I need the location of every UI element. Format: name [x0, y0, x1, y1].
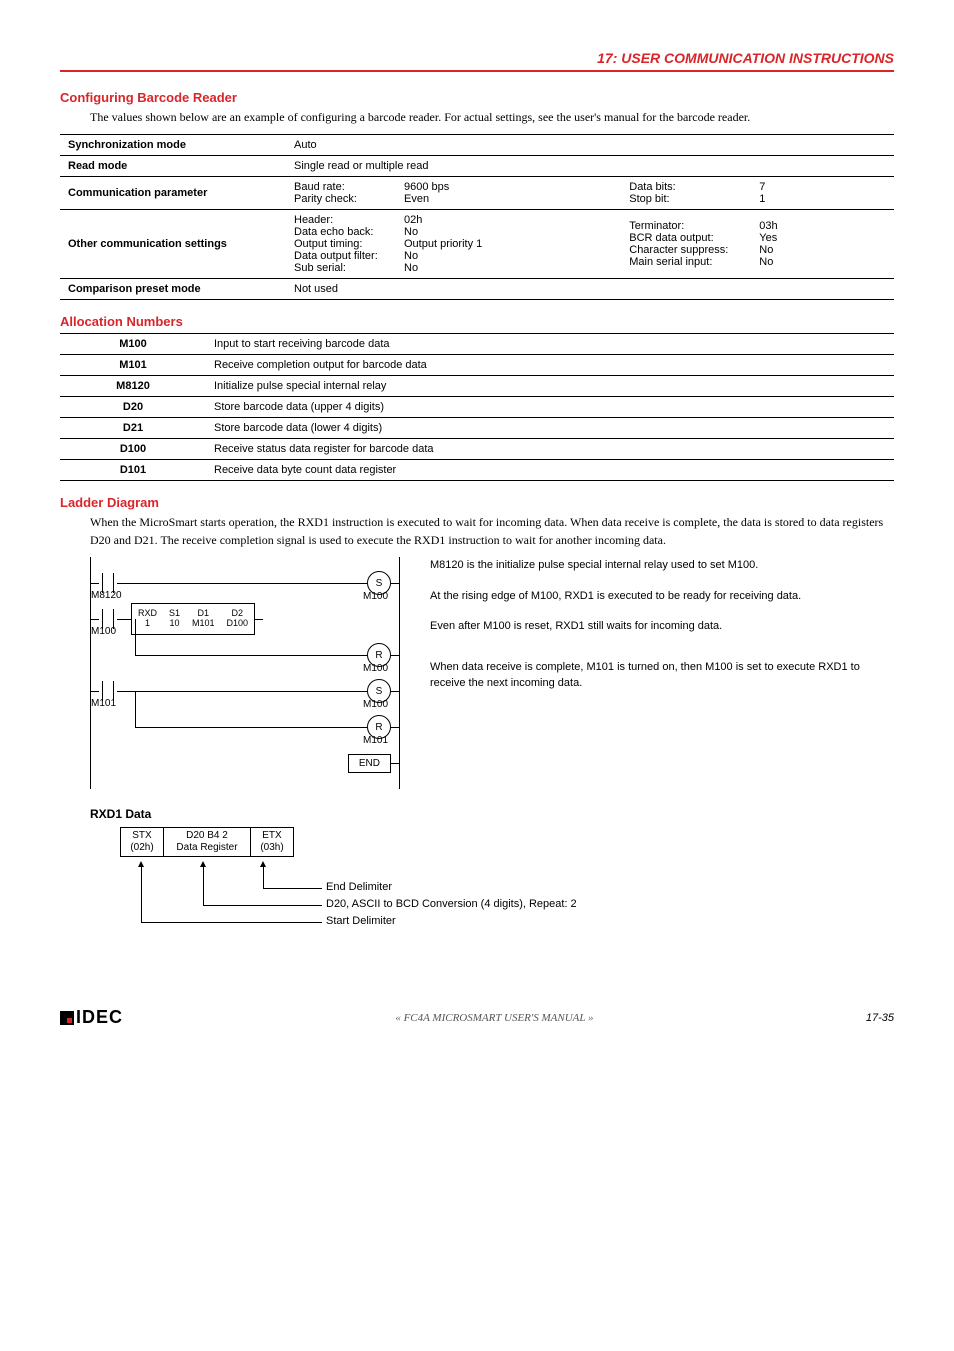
section-configuring-title: Configuring Barcode Reader [60, 90, 894, 105]
other-col2: Terminator:03h BCR data output:Yes Chara… [621, 210, 871, 279]
alloc-val: Input to start receiving barcode data [206, 334, 894, 355]
alloc-val: Receive data byte count data register [206, 460, 894, 481]
comm-label: Communication parameter [60, 177, 286, 210]
preset-label: Comparison preset mode [60, 279, 286, 300]
lead-d20: D20, ASCII to BCD Conversion (4 digits),… [326, 898, 577, 910]
rxd1-data-title: RXD1 Data [90, 807, 894, 821]
desc-p1: M8120 is the initialize pulse special in… [430, 557, 894, 574]
ladder-descriptions: M8120 is the initialize pulse special in… [430, 557, 894, 789]
lead-end: End Delimiter [326, 881, 392, 893]
preset-value: Not used [286, 279, 894, 300]
read-label: Read mode [60, 156, 286, 177]
logo-icon [60, 1011, 74, 1025]
desc-p2: At the rising edge of M100, RXD1 is exec… [430, 588, 894, 605]
section-ladder-title: Ladder Diagram [60, 495, 894, 510]
alloc-key: D101 [60, 460, 206, 481]
chapter-title: 17: USER COMMUNICATION INSTRUCTIONS [60, 50, 894, 72]
alloc-key: M8120 [60, 376, 206, 397]
alloc-val: Store barcode data (upper 4 digits) [206, 397, 894, 418]
sync-value: Auto [286, 135, 894, 156]
footer-center: « FC4A MICROSMART USER'S MANUAL » [395, 1012, 593, 1024]
alloc-val: Receive status data register for barcode… [206, 439, 894, 460]
sync-label: Synchronization mode [60, 135, 286, 156]
desc-p3: Even after M100 is reset, RXD1 still wai… [430, 618, 894, 635]
spec-table: Synchronization mode Auto Read mode Sing… [60, 134, 894, 300]
end-box: END [348, 754, 391, 773]
rxd1-data-diagram: STX(02h) D20 B4 2Data Register ETX(03h) … [120, 827, 894, 947]
alloc-table: M100Input to start receiving barcode dat… [60, 333, 894, 481]
alloc-key: M101 [60, 355, 206, 376]
idec-logo: IDEC [60, 1007, 123, 1028]
read-value: Single read or multiple read [286, 156, 894, 177]
alloc-key: M100 [60, 334, 206, 355]
rxd-box-etx: ETX(03h) [251, 827, 294, 857]
desc-p4: When data receive is complete, M101 is t… [430, 659, 894, 692]
comm-col2: Data bits:7 Stop bit:1 [621, 177, 871, 210]
contact-m8120: M8120 [99, 576, 117, 590]
rxd-box-data: D20 B4 2Data Register [164, 827, 251, 857]
section-configuring-para: The values shown below are an example of… [90, 109, 894, 126]
contact-m100: M100 [99, 612, 117, 626]
lead-start: Start Delimiter [326, 915, 396, 927]
page-number: 17-35 [866, 1012, 894, 1024]
other-label: Other communication settings [60, 210, 286, 279]
ladder-diagram: M8120 S M100 M100 [90, 557, 400, 789]
alloc-key: D21 [60, 418, 206, 439]
rxd-instruction-box: RXD1 S110 D1M101 D2D100 [131, 603, 255, 635]
section-ladder-para: When the MicroSmart starts operation, th… [90, 514, 894, 549]
alloc-val: Initialize pulse special internal relay [206, 376, 894, 397]
contact-m101: M101 [99, 684, 117, 698]
alloc-key: D100 [60, 439, 206, 460]
alloc-val: Receive completion output for barcode da… [206, 355, 894, 376]
alloc-key: D20 [60, 397, 206, 418]
alloc-val: Store barcode data (lower 4 digits) [206, 418, 894, 439]
section-alloc-title: Allocation Numbers [60, 314, 894, 329]
page-footer: IDEC « FC4A MICROSMART USER'S MANUAL » 1… [60, 1007, 894, 1028]
other-col1: Header:02h Data echo back:No Output timi… [286, 210, 621, 279]
comm-col1: Baud rate:9600 bps Parity check:Even [286, 177, 621, 210]
rxd-box-stx: STX(02h) [120, 827, 164, 857]
